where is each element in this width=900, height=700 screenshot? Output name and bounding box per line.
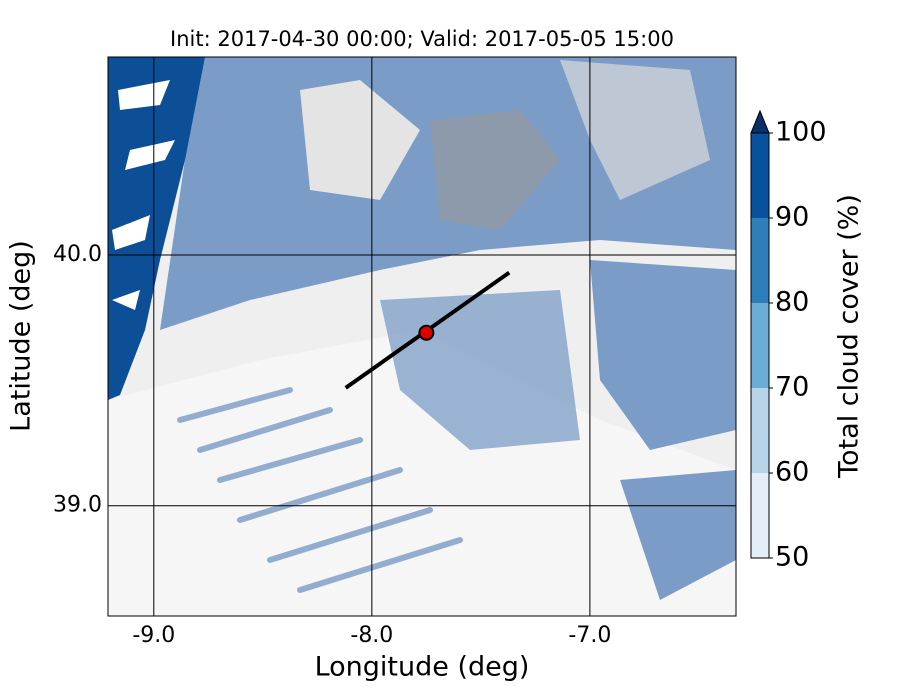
y-axis-label: Latitude (deg) [6, 240, 37, 432]
colorbar-segment [751, 473, 769, 558]
colorbar-extend [750, 109, 770, 134]
y-tick-label: 40.0 [53, 242, 102, 267]
cloud-field [108, 57, 736, 616]
colorbar-label: Total cloud cover (%) [834, 194, 865, 479]
chart-title: Init: 2017-04-30 00:00; Valid: 2017-05-0… [170, 27, 674, 51]
location-marker [418, 324, 435, 341]
x-tick-label: -7.0 [568, 623, 611, 648]
colorbar-frame [750, 132, 770, 559]
colorbar-segment [751, 303, 769, 388]
colorbar-segment [751, 218, 769, 303]
plot-frame [107, 56, 737, 617]
colorbar-tick-label: 60 [775, 457, 809, 488]
colorbar-tick-label: 100 [775, 117, 827, 148]
x-axis-label: Longitude (deg) [315, 652, 530, 683]
colorbar-segment [751, 133, 769, 218]
x-tick-label: -8.0 [350, 623, 393, 648]
x-tick-label: -9.0 [132, 623, 175, 648]
colorbar-tick-label: 90 [775, 202, 809, 233]
colorbar-tick-label: 50 [775, 542, 809, 573]
colorbar-tick-label: 70 [775, 372, 809, 403]
y-tick-label: 39.0 [53, 493, 102, 518]
colorbar-tick-label: 80 [775, 287, 809, 318]
colorbar-segment [751, 388, 769, 473]
